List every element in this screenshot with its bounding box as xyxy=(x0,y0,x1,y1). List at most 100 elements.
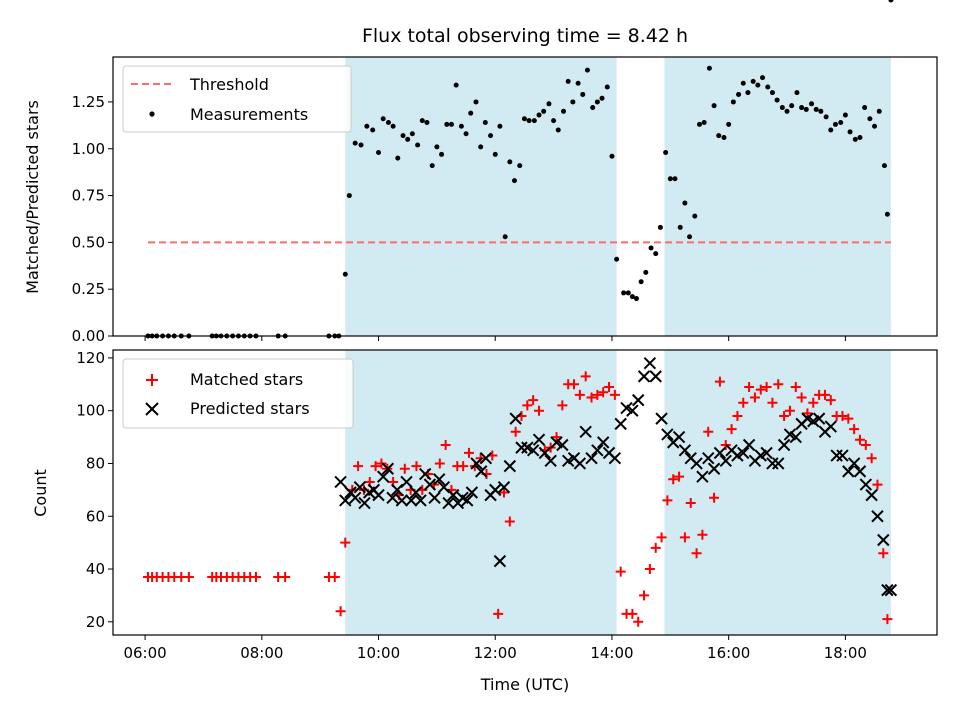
measurement-point xyxy=(687,234,693,240)
predicted-star-point xyxy=(626,404,639,417)
measurement-point xyxy=(478,144,484,150)
predicted-star-point xyxy=(573,457,587,470)
measurement-point xyxy=(594,99,600,105)
matched-star-point xyxy=(604,381,615,392)
ratio-y-ticks: 0.00 0.25 0.50 0.75 1.00 1.25 xyxy=(72,93,113,345)
matched-star-point xyxy=(434,458,445,469)
x-tick-label: 12:00 xyxy=(474,644,517,662)
x-tick-label: 14:00 xyxy=(590,644,633,662)
matched-star-point xyxy=(280,571,291,582)
predicted-star-point xyxy=(836,449,849,462)
measurement-point xyxy=(696,121,702,127)
matched-star-point xyxy=(335,606,346,617)
measurement-point xyxy=(867,116,873,122)
matched-star-point xyxy=(609,389,620,400)
measurement-point xyxy=(888,0,894,3)
predicted-star-point xyxy=(423,478,437,491)
measurement-point xyxy=(740,80,746,86)
predicted-star-point xyxy=(348,491,362,504)
predicted-star-point xyxy=(672,430,686,444)
predicted-star-point xyxy=(353,481,367,494)
measurement-point xyxy=(376,149,382,155)
matched-star-point xyxy=(557,400,568,411)
count-panel-frame xyxy=(112,349,938,636)
matched-star-point xyxy=(767,397,778,408)
measurement-point xyxy=(852,136,858,142)
ratio-legend: Threshold Measurements xyxy=(122,65,352,133)
x-tick-label: 18:00 xyxy=(824,644,867,662)
y-tick-label: 120 xyxy=(76,349,105,367)
matched-star-point xyxy=(340,537,351,548)
legend-threshold-label: Threshold xyxy=(189,75,269,94)
matched-star-point xyxy=(749,392,760,403)
legend-measurements-label: Measurements xyxy=(190,105,308,124)
matched-star-point xyxy=(463,447,474,458)
x-tick-label: 08:00 xyxy=(240,644,283,662)
count-x-ticks: 06:00 08:00 10:00 12:00 14:00 16:00 18:00 xyxy=(123,635,867,662)
predicted-star-point xyxy=(433,473,446,486)
matched-star-point xyxy=(738,397,749,408)
measurement-point xyxy=(390,123,396,129)
predicted-star-point xyxy=(532,433,546,446)
matched-star-point xyxy=(627,608,638,619)
predicted-star-point xyxy=(847,457,861,470)
matched-star-point xyxy=(650,542,661,553)
measurement-point xyxy=(575,80,581,86)
x-tick-label: 10:00 xyxy=(357,644,400,662)
measurement-point xyxy=(629,294,635,300)
measurement-point xyxy=(633,296,639,302)
predicted-star-point xyxy=(386,491,399,504)
matched-star-point xyxy=(498,487,509,498)
predicted-star-point xyxy=(544,454,557,468)
predicted-star-point xyxy=(372,488,385,502)
measurement-points xyxy=(145,0,894,339)
matched-star-point xyxy=(534,405,545,416)
predicted-star-point xyxy=(428,491,441,504)
measurement-point xyxy=(726,121,732,127)
measurement-point xyxy=(667,176,673,182)
observing-interval-2 xyxy=(664,350,891,635)
y-tick-label: 1.00 xyxy=(72,140,105,158)
measurement-point xyxy=(692,213,698,219)
measurement-point xyxy=(448,121,454,127)
matched-star-point xyxy=(615,566,626,577)
predicted-star-point xyxy=(358,496,371,510)
matched-star-point xyxy=(592,389,603,400)
matched-star-point xyxy=(598,387,609,398)
predicted-star-point xyxy=(614,417,627,431)
measurement-point xyxy=(614,256,620,262)
matched-star-point xyxy=(843,413,854,424)
measurement-point xyxy=(429,163,435,169)
predicted-star-point xyxy=(643,356,657,370)
measurement-point xyxy=(541,108,547,114)
measurement-point xyxy=(657,224,663,230)
measurement-point xyxy=(439,151,445,157)
measurement-point xyxy=(358,142,364,148)
predicted-star-point xyxy=(493,554,507,568)
measurement-point xyxy=(663,149,669,155)
predicted-star-point xyxy=(596,436,610,449)
measurement-point xyxy=(736,91,742,97)
measurement-point xyxy=(672,176,678,182)
matched-star-point xyxy=(755,384,766,395)
matched-star-point xyxy=(697,529,708,540)
measurement-point xyxy=(818,108,824,114)
matched-star-point xyxy=(329,571,340,582)
matched-star-point xyxy=(714,376,725,387)
y-tick-label: 1.25 xyxy=(72,93,105,111)
measurement-point xyxy=(395,155,401,161)
predicted-star-point xyxy=(707,462,721,475)
measurement-point xyxy=(765,84,771,90)
measurement-point xyxy=(832,121,838,127)
predicted-star-point xyxy=(409,486,423,499)
predicted-star-point xyxy=(853,465,867,478)
measurement-point xyxy=(745,90,751,96)
matched-star-point xyxy=(691,548,702,559)
predicted-star-point xyxy=(649,370,662,383)
matched-star-point xyxy=(353,461,364,472)
matched-star-point xyxy=(411,461,422,472)
measurement-point xyxy=(604,84,610,90)
predicted-star-point xyxy=(777,438,791,452)
measurement-point xyxy=(884,211,890,217)
